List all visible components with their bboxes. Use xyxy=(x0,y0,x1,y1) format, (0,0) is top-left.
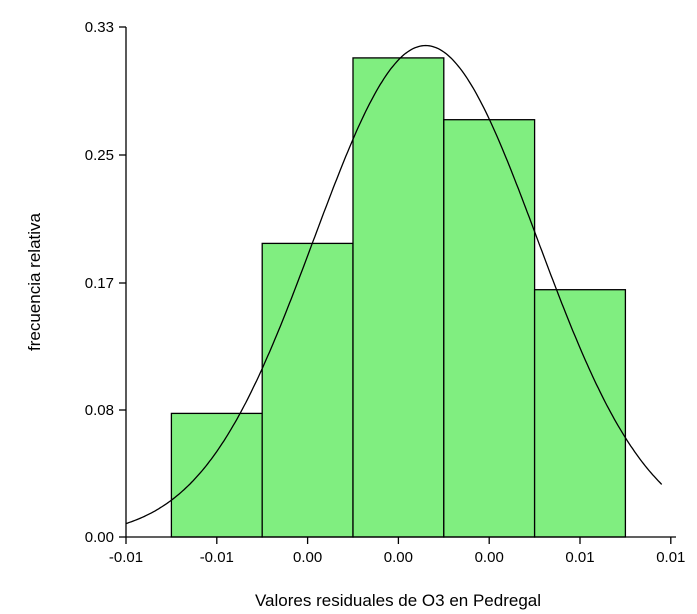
y-tick-label: 0.00 xyxy=(85,529,114,546)
normal-curve xyxy=(125,44,663,525)
histogram-bar-5 xyxy=(533,289,627,538)
y-axis-ticks: 0.00 0.08 0.17 0.25 0.33 xyxy=(85,19,126,546)
x-tick-label: 0.00 xyxy=(293,549,322,566)
y-axis-title: frecuencia relativa xyxy=(25,212,44,351)
y-tick-label: 0.33 xyxy=(85,19,114,36)
x-tick-label: 0.01 xyxy=(656,549,685,566)
y-tick-label: 0.08 xyxy=(85,402,114,419)
y-tick-label: 0.17 xyxy=(85,275,114,292)
x-tick-label: 0.00 xyxy=(475,549,504,566)
axes xyxy=(125,27,676,538)
x-axis-ticks: -0.01 -0.01 0.00 0.00 0.00 0.01 0.01 xyxy=(109,537,685,566)
x-tick-label: 0.01 xyxy=(565,549,594,566)
histogram-bars xyxy=(170,57,627,538)
x-tick-label: -0.01 xyxy=(200,549,234,566)
y-tick-label: 0.25 xyxy=(85,147,114,164)
histogram-bar-3 xyxy=(352,57,445,538)
x-tick-label: 0.00 xyxy=(384,549,413,566)
histogram-bar-2 xyxy=(261,242,354,538)
histogram-bar-1 xyxy=(170,412,263,538)
x-axis-title: Valores residuales de O3 en Pedregal xyxy=(255,591,541,610)
x-tick-label: -0.01 xyxy=(109,549,143,566)
histogram-bar-4 xyxy=(443,119,536,538)
